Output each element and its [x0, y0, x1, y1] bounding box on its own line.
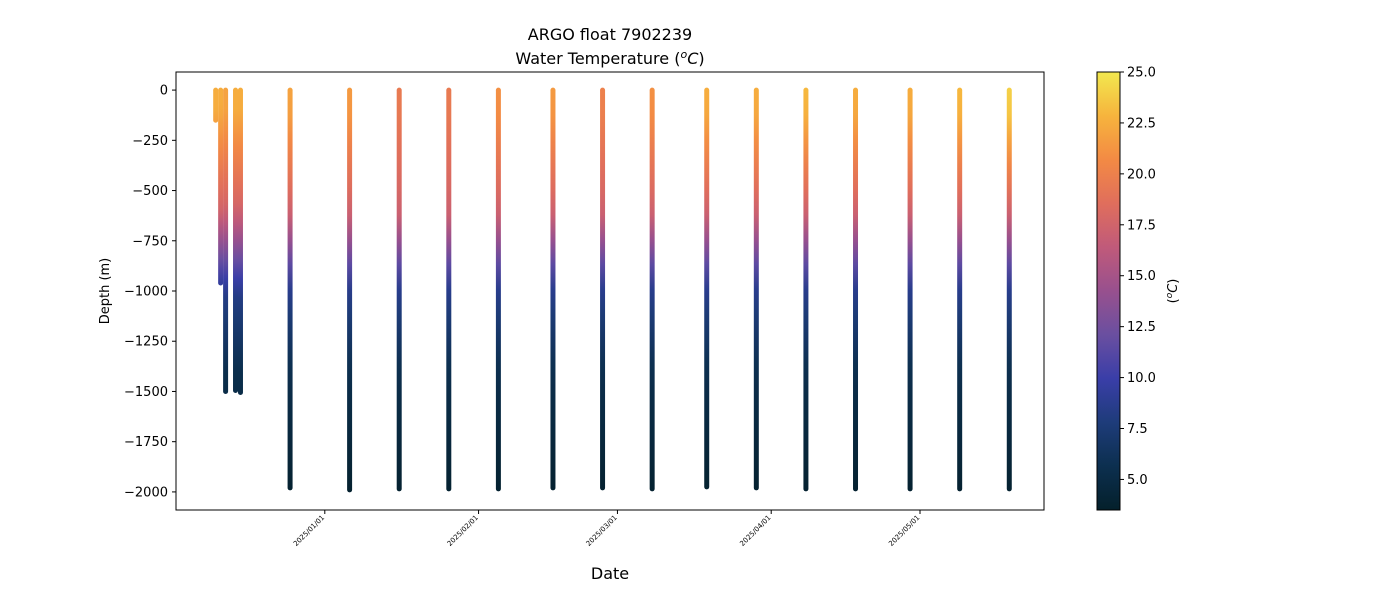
y-tick-label: −1750 [124, 435, 168, 450]
y-tick-label: −1500 [124, 385, 168, 400]
y-tick-label: −1000 [124, 285, 168, 300]
colorbar-tick-label: 7.5 [1127, 422, 1148, 437]
y-tick-label: −750 [132, 234, 168, 249]
colorbar-label-unit: C [1166, 283, 1181, 293]
x-tick-label: 2025/04/01 [738, 514, 772, 548]
colorbar-label-close: ) [1166, 279, 1181, 284]
y-axis-ticks: 0 −250 −500 −750 −1000 −1250 −1500 −1750 −2000 [124, 84, 176, 500]
y-tick-label: −500 [132, 184, 168, 199]
colorbar-ticks: 5.0 7.5 10.0 12.5 15.0 17.5 20.0 22.5 25.0 [1120, 66, 1156, 488]
x-axis-ticks: 2025/01/01 2025/02/01 2025/03/01 2025/04/01… [292, 510, 921, 548]
subtitle-unit: C [687, 49, 699, 68]
subtitle-prefix: Water Temperature ( [515, 49, 680, 68]
colorbar-tick-label: 10.0 [1127, 371, 1156, 386]
x-tick-label: 2025/01/01 [292, 514, 326, 548]
x-axis-label: Date [591, 564, 629, 583]
y-tick-label: 0 [160, 84, 168, 99]
plot-frame [175, 71, 1045, 511]
y-tick-label: −250 [132, 134, 168, 149]
y-tick-label: −2000 [124, 485, 168, 500]
y-axis-label: Depth (m) [98, 258, 113, 325]
colorbar-label: (oC) [1165, 279, 1181, 304]
subtitle-unit-sup: o [680, 48, 687, 61]
colorbar [1096, 71, 1121, 511]
colorbar-tick-label: 20.0 [1127, 167, 1156, 182]
colorbar-tick-label: 5.0 [1127, 473, 1148, 488]
colorbar-tick-label: 15.0 [1127, 269, 1156, 284]
colorbar-tick-label: 22.5 [1127, 116, 1156, 131]
chart-subtitle: Water Temperature (oC) [515, 48, 704, 68]
chart-title: ARGO float 7902239 [528, 25, 692, 44]
colorbar-label-open: ( [1166, 298, 1181, 303]
colorbar-tick-label: 25.0 [1127, 66, 1156, 81]
x-tick-label: 2025/05/01 [887, 514, 921, 548]
colorbar-label-sup: o [1165, 292, 1175, 298]
colorbar-tick-label: 17.5 [1127, 218, 1156, 233]
profiles-layer [213, 87, 1012, 493]
subtitle-suffix: ) [698, 49, 704, 68]
colorbar-tick-label: 12.5 [1127, 320, 1156, 335]
y-tick-label: −1250 [124, 335, 168, 350]
x-tick-label: 2025/03/01 [585, 514, 619, 548]
x-tick-label: 2025/02/01 [446, 514, 480, 548]
